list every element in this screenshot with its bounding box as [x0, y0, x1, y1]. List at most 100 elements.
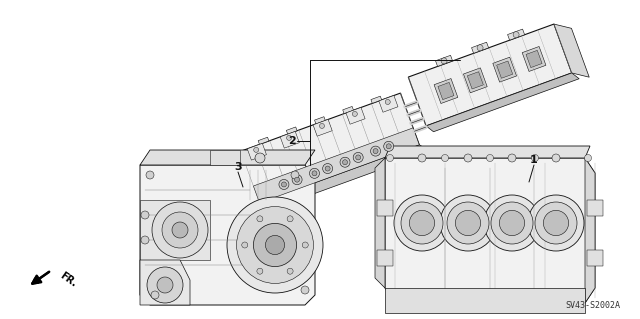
Circle shape	[535, 202, 577, 244]
Circle shape	[237, 207, 314, 283]
Circle shape	[552, 154, 560, 162]
Polygon shape	[438, 82, 454, 100]
Polygon shape	[587, 200, 603, 216]
Polygon shape	[241, 93, 419, 203]
Polygon shape	[472, 42, 488, 53]
Text: FR.: FR.	[58, 271, 79, 289]
Polygon shape	[342, 107, 353, 114]
Circle shape	[441, 58, 447, 64]
Circle shape	[491, 202, 533, 244]
Circle shape	[255, 153, 265, 163]
Circle shape	[353, 111, 357, 116]
Polygon shape	[434, 78, 458, 103]
Circle shape	[141, 211, 149, 219]
Polygon shape	[140, 260, 190, 305]
Circle shape	[353, 152, 363, 162]
Circle shape	[486, 154, 493, 161]
Circle shape	[253, 147, 259, 152]
Text: 1: 1	[530, 155, 538, 165]
Circle shape	[325, 166, 330, 171]
Circle shape	[157, 277, 173, 293]
Polygon shape	[375, 158, 385, 288]
Polygon shape	[585, 158, 595, 303]
Circle shape	[253, 223, 296, 267]
Polygon shape	[385, 288, 585, 313]
Circle shape	[342, 160, 348, 165]
Circle shape	[410, 211, 435, 236]
Polygon shape	[385, 158, 595, 303]
Polygon shape	[313, 119, 332, 136]
Circle shape	[477, 45, 483, 51]
Polygon shape	[497, 61, 513, 78]
Polygon shape	[280, 131, 300, 148]
Circle shape	[385, 100, 390, 105]
Circle shape	[310, 168, 319, 178]
Polygon shape	[247, 143, 266, 160]
Circle shape	[356, 155, 361, 160]
Circle shape	[151, 291, 159, 299]
Polygon shape	[140, 150, 315, 165]
Polygon shape	[508, 29, 525, 40]
Circle shape	[227, 197, 323, 293]
Circle shape	[373, 149, 378, 154]
Circle shape	[401, 202, 443, 244]
Circle shape	[319, 123, 324, 129]
Polygon shape	[435, 55, 452, 66]
Circle shape	[528, 195, 584, 251]
Polygon shape	[408, 24, 572, 126]
Polygon shape	[377, 200, 393, 216]
Circle shape	[499, 211, 525, 236]
Circle shape	[294, 177, 300, 182]
Circle shape	[162, 212, 198, 248]
Polygon shape	[587, 250, 603, 266]
Circle shape	[513, 32, 519, 38]
Circle shape	[257, 268, 263, 274]
Polygon shape	[260, 145, 430, 210]
Circle shape	[508, 154, 516, 162]
Circle shape	[531, 154, 538, 161]
Polygon shape	[140, 165, 315, 305]
Polygon shape	[385, 146, 590, 158]
Circle shape	[287, 268, 293, 274]
Polygon shape	[210, 150, 240, 165]
Circle shape	[282, 182, 287, 187]
Circle shape	[418, 154, 426, 162]
Polygon shape	[314, 117, 325, 124]
Circle shape	[292, 175, 302, 185]
Polygon shape	[463, 68, 487, 93]
Circle shape	[440, 195, 496, 251]
Circle shape	[146, 171, 154, 179]
Polygon shape	[526, 50, 542, 68]
Polygon shape	[493, 57, 516, 82]
Circle shape	[141, 236, 149, 244]
Circle shape	[242, 242, 248, 248]
Circle shape	[214, 152, 226, 164]
Circle shape	[464, 154, 472, 162]
Polygon shape	[377, 250, 393, 266]
Polygon shape	[258, 137, 269, 145]
Circle shape	[287, 216, 293, 222]
Polygon shape	[253, 128, 419, 203]
Polygon shape	[554, 24, 589, 77]
Circle shape	[302, 242, 308, 248]
Circle shape	[456, 211, 481, 236]
Circle shape	[386, 144, 391, 149]
Circle shape	[312, 171, 317, 176]
Circle shape	[384, 141, 394, 151]
Text: 2: 2	[288, 136, 296, 146]
Circle shape	[147, 267, 183, 303]
Polygon shape	[286, 127, 297, 134]
Polygon shape	[426, 73, 579, 132]
Polygon shape	[467, 72, 483, 89]
Circle shape	[323, 164, 333, 174]
Polygon shape	[371, 96, 381, 103]
Circle shape	[172, 222, 188, 238]
Circle shape	[266, 235, 285, 255]
Circle shape	[371, 146, 381, 156]
Circle shape	[152, 202, 208, 258]
Circle shape	[387, 154, 394, 161]
Circle shape	[287, 135, 292, 140]
Circle shape	[257, 216, 263, 222]
Circle shape	[447, 202, 489, 244]
Text: SV43-S2002A: SV43-S2002A	[565, 301, 620, 310]
